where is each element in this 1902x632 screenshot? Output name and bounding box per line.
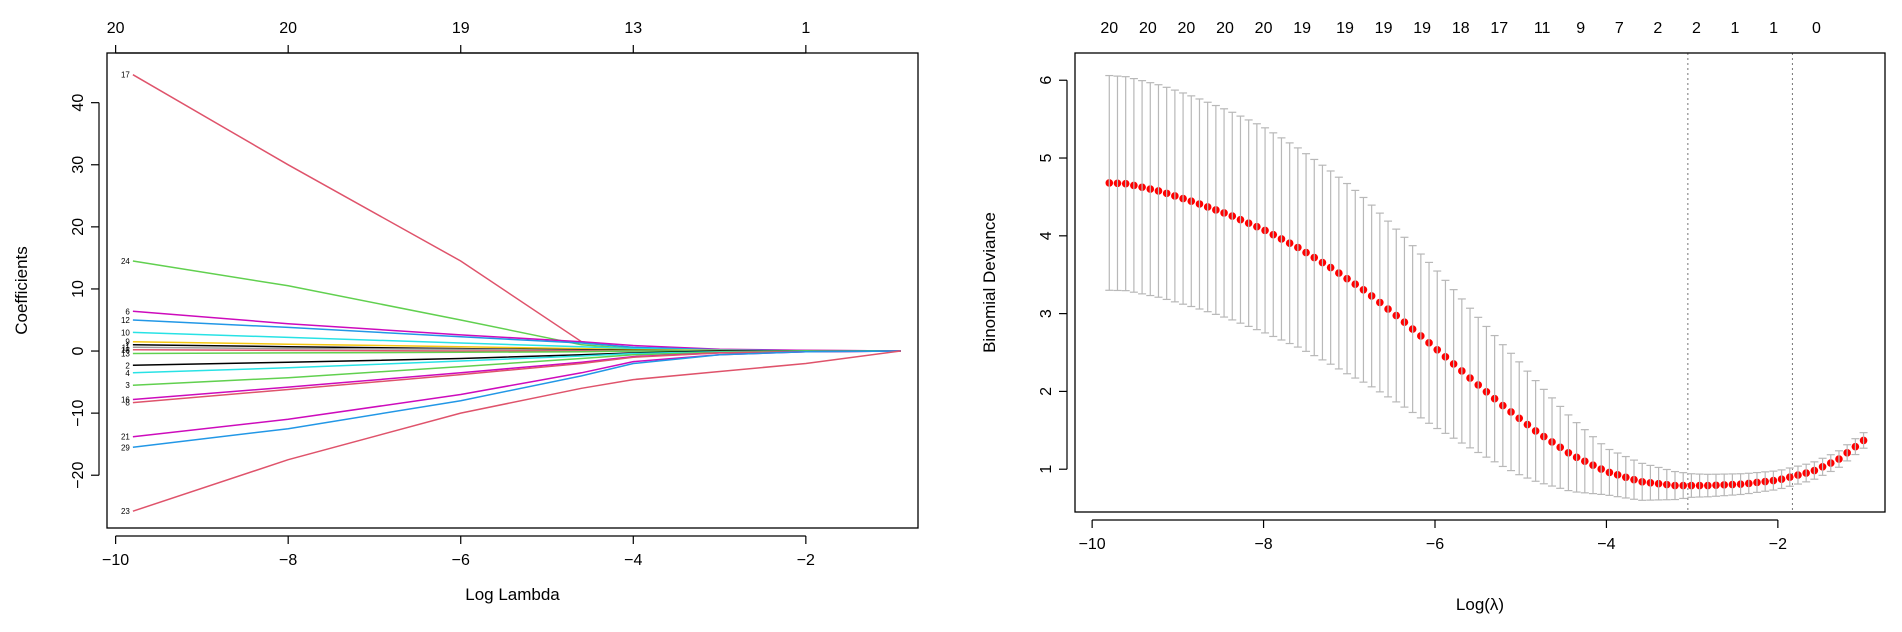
coef-x-tick-label: −10 bbox=[102, 552, 129, 569]
coef-top-label: 20 bbox=[107, 20, 125, 37]
coef-y-tick-label: 0 bbox=[70, 346, 87, 355]
cv-x-tick-label: −4 bbox=[1597, 536, 1615, 553]
coef-y-tick-label: −10 bbox=[70, 399, 87, 426]
coef-label-6: 6 bbox=[125, 307, 130, 316]
cv-top-label: 1 bbox=[1731, 20, 1740, 37]
cv-top-label: 0 bbox=[1812, 20, 1821, 37]
coef-label-3: 3 bbox=[125, 381, 130, 390]
coef-label-23: 23 bbox=[121, 507, 130, 516]
cv-y-tick-label: 4 bbox=[1038, 231, 1055, 240]
cv-plot-frame bbox=[1074, 52, 1886, 513]
coef-label-13: 13 bbox=[121, 350, 130, 359]
cv-y-tick-label: 6 bbox=[1038, 76, 1055, 85]
coef-x-tick-label: −4 bbox=[624, 552, 642, 569]
coef-label-8: 8 bbox=[125, 399, 130, 408]
cv-y-tick-label: 2 bbox=[1038, 387, 1055, 396]
coef-label-4: 4 bbox=[125, 369, 130, 378]
cv-top-label: 9 bbox=[1576, 20, 1585, 37]
cv-y-tick-label: 3 bbox=[1038, 309, 1055, 318]
cv-top-label: 18 bbox=[1452, 20, 1470, 37]
coef-x-tick-label: −2 bbox=[797, 552, 815, 569]
coef-label-24: 24 bbox=[121, 257, 130, 266]
coef-y-tick-label: −20 bbox=[70, 462, 87, 489]
cv-top-label: 19 bbox=[1413, 20, 1431, 37]
cv-top-label: 2 bbox=[1692, 20, 1701, 37]
cv-x-tick-label: −8 bbox=[1254, 536, 1272, 553]
cv-x-tick-label: −10 bbox=[1079, 536, 1106, 553]
coef-label-12: 12 bbox=[121, 316, 130, 325]
cv-top-label: 20 bbox=[1100, 20, 1118, 37]
cv-top-label: 17 bbox=[1490, 20, 1508, 37]
cv-x-tick-label: −2 bbox=[1769, 536, 1787, 553]
cv-top-label: 1 bbox=[1769, 20, 1778, 37]
coef-label-17: 17 bbox=[121, 71, 130, 80]
coef-plot-frame bbox=[106, 52, 919, 529]
cv-top-label: 20 bbox=[1255, 20, 1273, 37]
coef-y-axis-title: Coefficients bbox=[12, 246, 31, 335]
coef-top-label: 1 bbox=[801, 20, 810, 37]
coef-x-tick-label: −8 bbox=[279, 552, 297, 569]
cv-top-label: 7 bbox=[1615, 20, 1624, 37]
cv-y-tick-label: 1 bbox=[1038, 465, 1055, 474]
coef-label-1: 1 bbox=[125, 341, 130, 350]
coef-label-21: 21 bbox=[121, 433, 130, 442]
coef-path-23 bbox=[132, 350, 901, 512]
cv-x-tick-label: −6 bbox=[1426, 536, 1444, 553]
coef-x-tick-label: −6 bbox=[452, 552, 470, 569]
coef-path-29 bbox=[132, 350, 901, 449]
cv-top-label: 19 bbox=[1293, 20, 1311, 37]
cv-y-tick-label: 5 bbox=[1038, 153, 1055, 162]
cv-top-label: 2 bbox=[1653, 20, 1662, 37]
cv-top-label: 20 bbox=[1216, 20, 1234, 37]
coef-path-17 bbox=[132, 74, 901, 352]
cv-top-label: 19 bbox=[1375, 20, 1393, 37]
coef-label-10: 10 bbox=[121, 328, 130, 337]
coef-y-tick-label: 10 bbox=[70, 280, 87, 298]
cv-top-label: 20 bbox=[1178, 20, 1196, 37]
coef-top-label: 19 bbox=[452, 20, 470, 37]
coef-y-tick-label: 20 bbox=[70, 218, 87, 236]
coef-label-29: 29 bbox=[121, 443, 130, 452]
cv-top-label: 20 bbox=[1139, 20, 1157, 37]
coef-label-11: 11 bbox=[122, 343, 131, 352]
cv-y-axis-title: Binomial Deviance bbox=[980, 212, 999, 353]
coef-y-tick-label: 40 bbox=[70, 94, 87, 112]
cv-top-label: 11 bbox=[1534, 20, 1551, 37]
coef-y-tick-label: 30 bbox=[70, 156, 87, 174]
cv-top-label: 19 bbox=[1336, 20, 1354, 37]
cv-x-axis-title: Log(λ) bbox=[1456, 595, 1504, 614]
coef-x-axis-title: Log Lambda bbox=[465, 585, 560, 604]
coef-label-18: 18 bbox=[121, 346, 130, 355]
coef-label-2: 2 bbox=[125, 361, 130, 370]
coef-path-21 bbox=[132, 350, 901, 438]
coef-label-16: 16 bbox=[121, 395, 130, 404]
coef-top-label: 13 bbox=[624, 20, 642, 37]
coef-top-label: 20 bbox=[279, 20, 297, 37]
coef-label-9: 9 bbox=[125, 338, 130, 347]
